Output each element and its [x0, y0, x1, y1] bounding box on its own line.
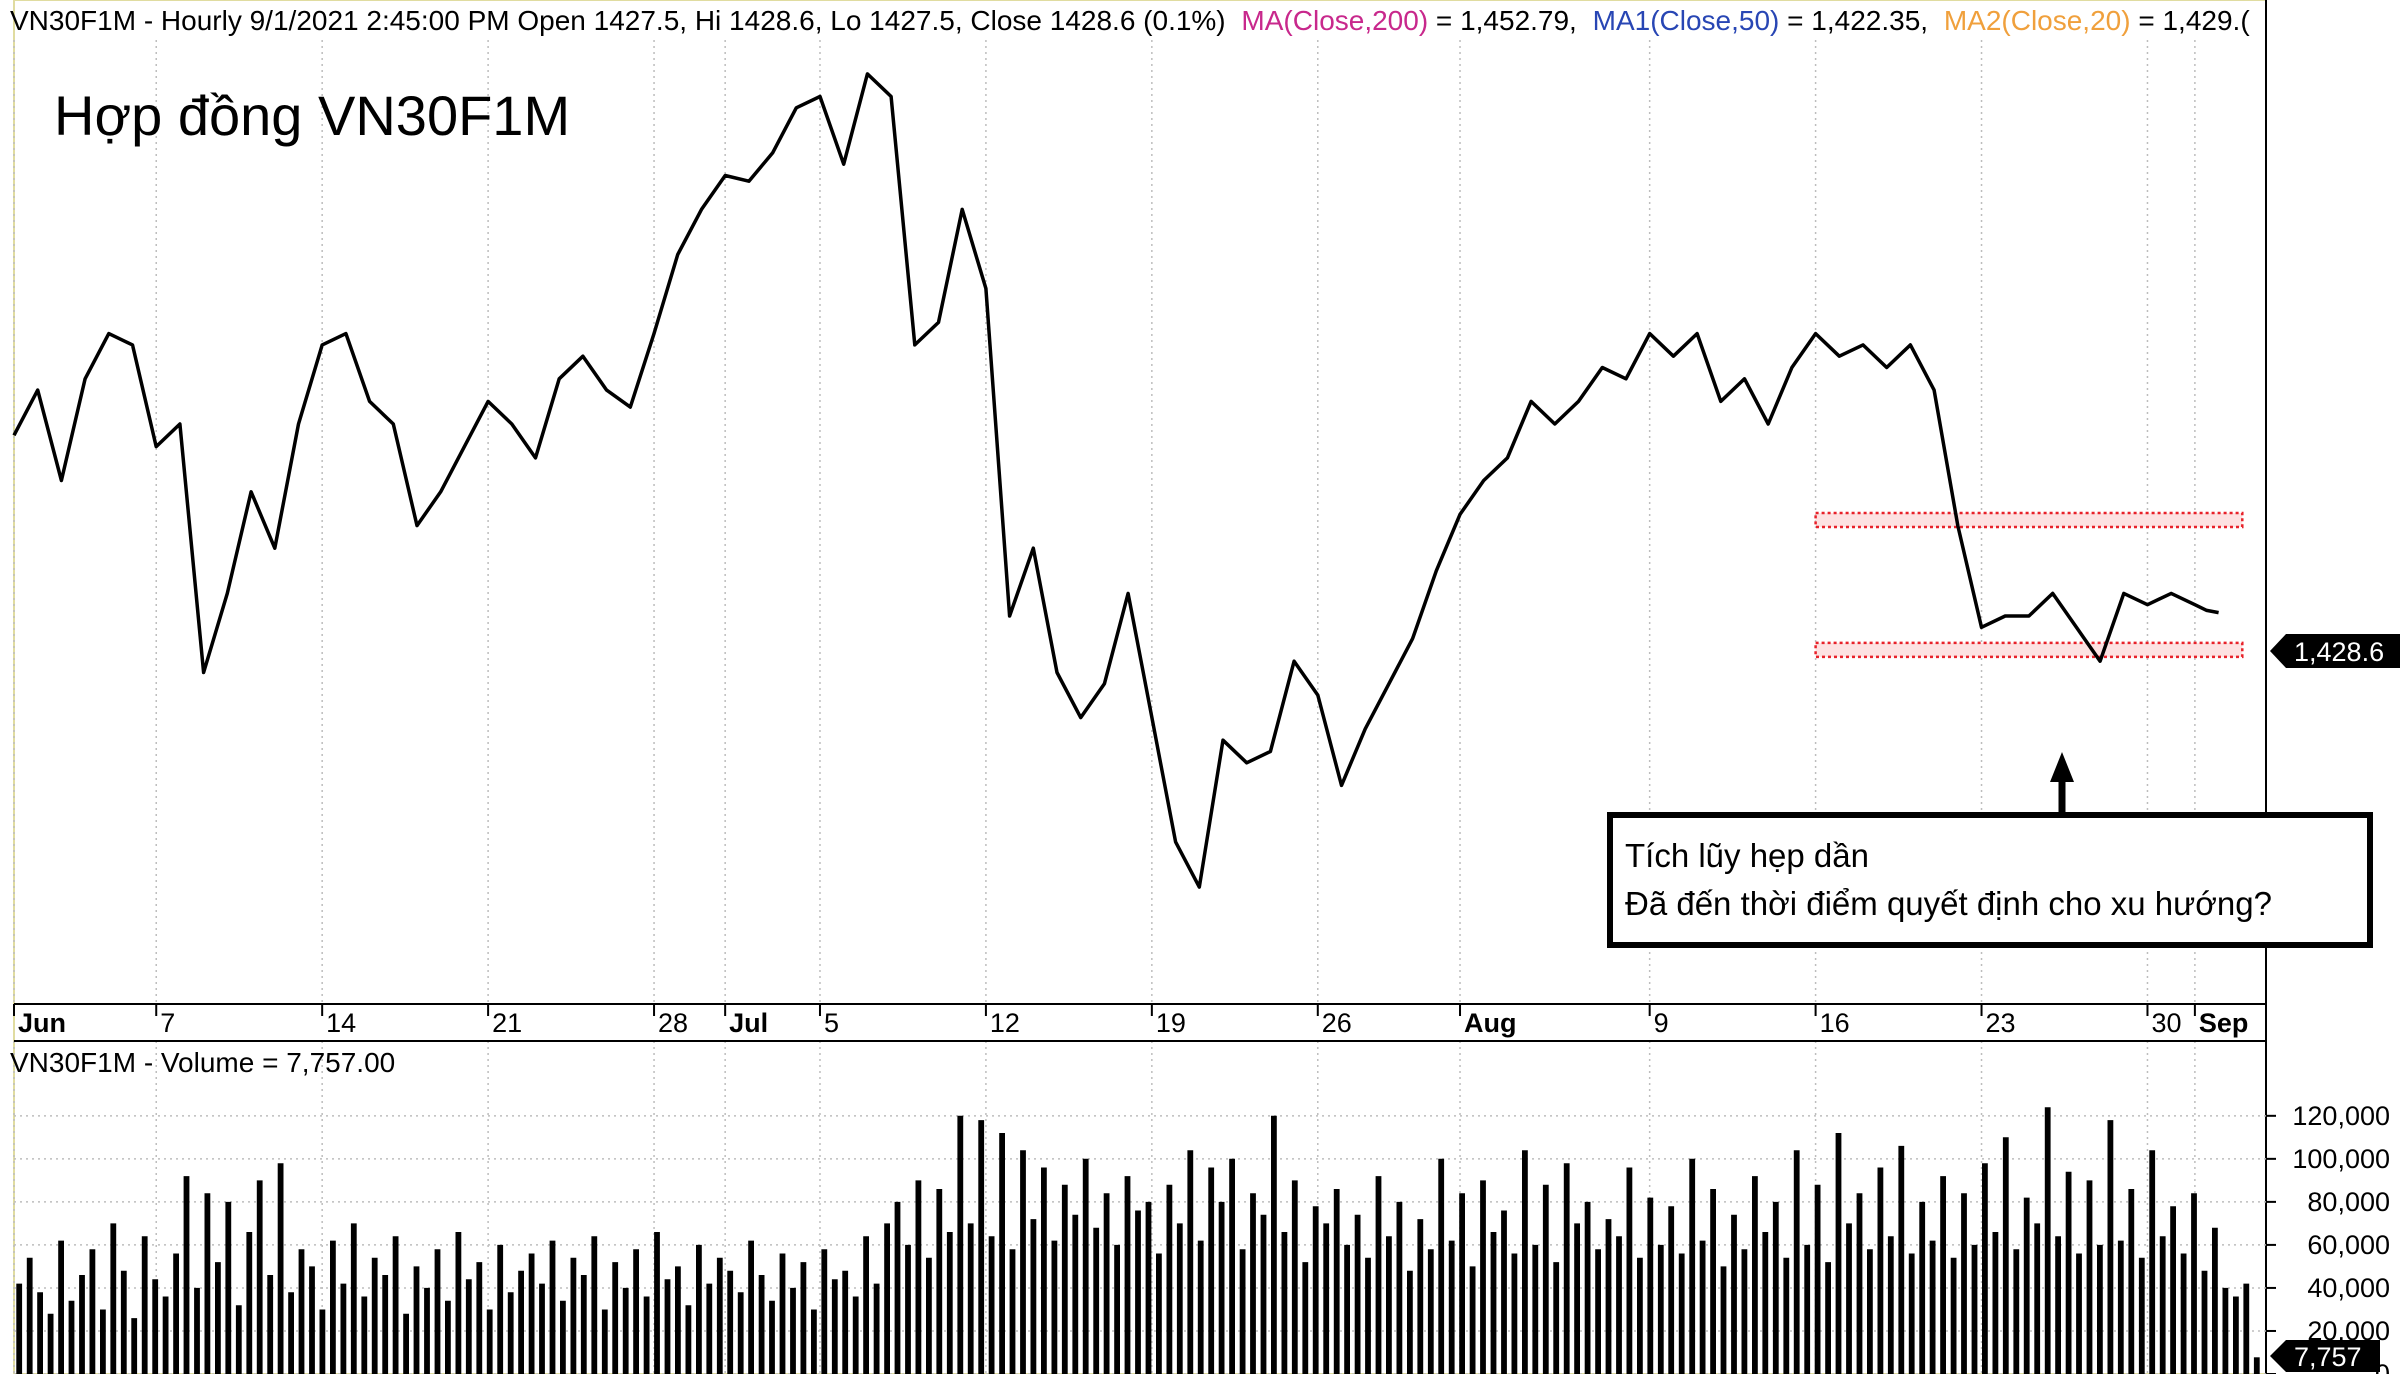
x-tick-label: 9: [1654, 1008, 1669, 1038]
x-tick-label: 16: [1820, 1008, 1850, 1038]
consolidation-zone: [1814, 511, 2244, 659]
volume-header: VN30F1M - Volume = 7,757.00: [10, 1047, 395, 1078]
annotation-line-2: Đã đến thời điểm quyết định cho xu hướng…: [1625, 885, 2272, 922]
x-tick-label: 7: [160, 1008, 175, 1038]
annotation-arrow-head: [2050, 752, 2074, 782]
chart-header: VN30F1M - Hourly 9/1/2021 2:45:00 PM Ope…: [10, 5, 2250, 36]
ma2-label: MA2(Close,20): [1944, 5, 2131, 36]
last-price-badge: 1,428.6: [2270, 634, 2400, 668]
volume-y-tick-label: 100,000: [2292, 1144, 2390, 1174]
ma-label: MA(Close,200): [1241, 5, 1428, 36]
volume-y-tick-label: 80,000: [2307, 1187, 2390, 1217]
last-price-label: 1,428.6: [2294, 637, 2384, 667]
volume-y-tick-label: 60,000: [2307, 1230, 2390, 1260]
annotation-callout: Tích lũy hẹp dần Đã đến thời điểm quyết …: [1607, 752, 2373, 948]
annotation-line-1: Tích lũy hẹp dần: [1625, 837, 1869, 874]
x-tick-label: 28: [658, 1008, 688, 1038]
chart-frame: [13, 0, 2267, 1375]
x-tick-label: 19: [1156, 1008, 1186, 1038]
x-tick-label: Sep: [2199, 1008, 2249, 1038]
x-tick-label: 5: [824, 1008, 839, 1038]
zone-upper-band: [1814, 511, 2244, 529]
x-tick-label: 14: [326, 1008, 356, 1038]
price-series-line: [12, 72, 2219, 889]
x-tick-label: 30: [2151, 1008, 2181, 1038]
ma1-label: MA1(Close,50): [1593, 5, 1780, 36]
last-volume-label: 7,757: [2294, 1342, 2362, 1372]
zone-lower-band: [1814, 641, 2244, 659]
x-tick-label: 26: [1322, 1008, 1352, 1038]
x-axis-ticks: Jun 7 14 21 28 Jul 5 12 19 26 Aug 9 16 23 30 Sep: [13, 1004, 2249, 1038]
volume-bars: [16, 1107, 2260, 1374]
x-tick-label: 21: [492, 1008, 522, 1038]
volume-y-tick-label: 120,000: [2292, 1101, 2390, 1131]
last-volume-badge: 7,757: [2270, 1340, 2380, 1372]
x-tick-label: Jun: [18, 1008, 66, 1038]
x-tick-label: Jul: [729, 1008, 768, 1038]
x-tick-label: 12: [990, 1008, 1020, 1038]
volume-y-tick-label: 40,000: [2307, 1273, 2390, 1303]
chart-title: Hợp đồng VN30F1M: [54, 84, 570, 147]
x-tick-label: 23: [1986, 1008, 2016, 1038]
annotation-box: [1607, 812, 2373, 948]
x-tick-label: Aug: [1464, 1008, 1516, 1038]
ma1-value: = 1,422.35,: [1779, 5, 1928, 36]
ma-value: = 1,452.79,: [1428, 5, 1577, 36]
ma2-value: = 1,429.(: [2131, 5, 2251, 36]
symbol-info: VN30F1M - Hourly 9/1/2021 2:45:00 PM Ope…: [10, 5, 1226, 36]
